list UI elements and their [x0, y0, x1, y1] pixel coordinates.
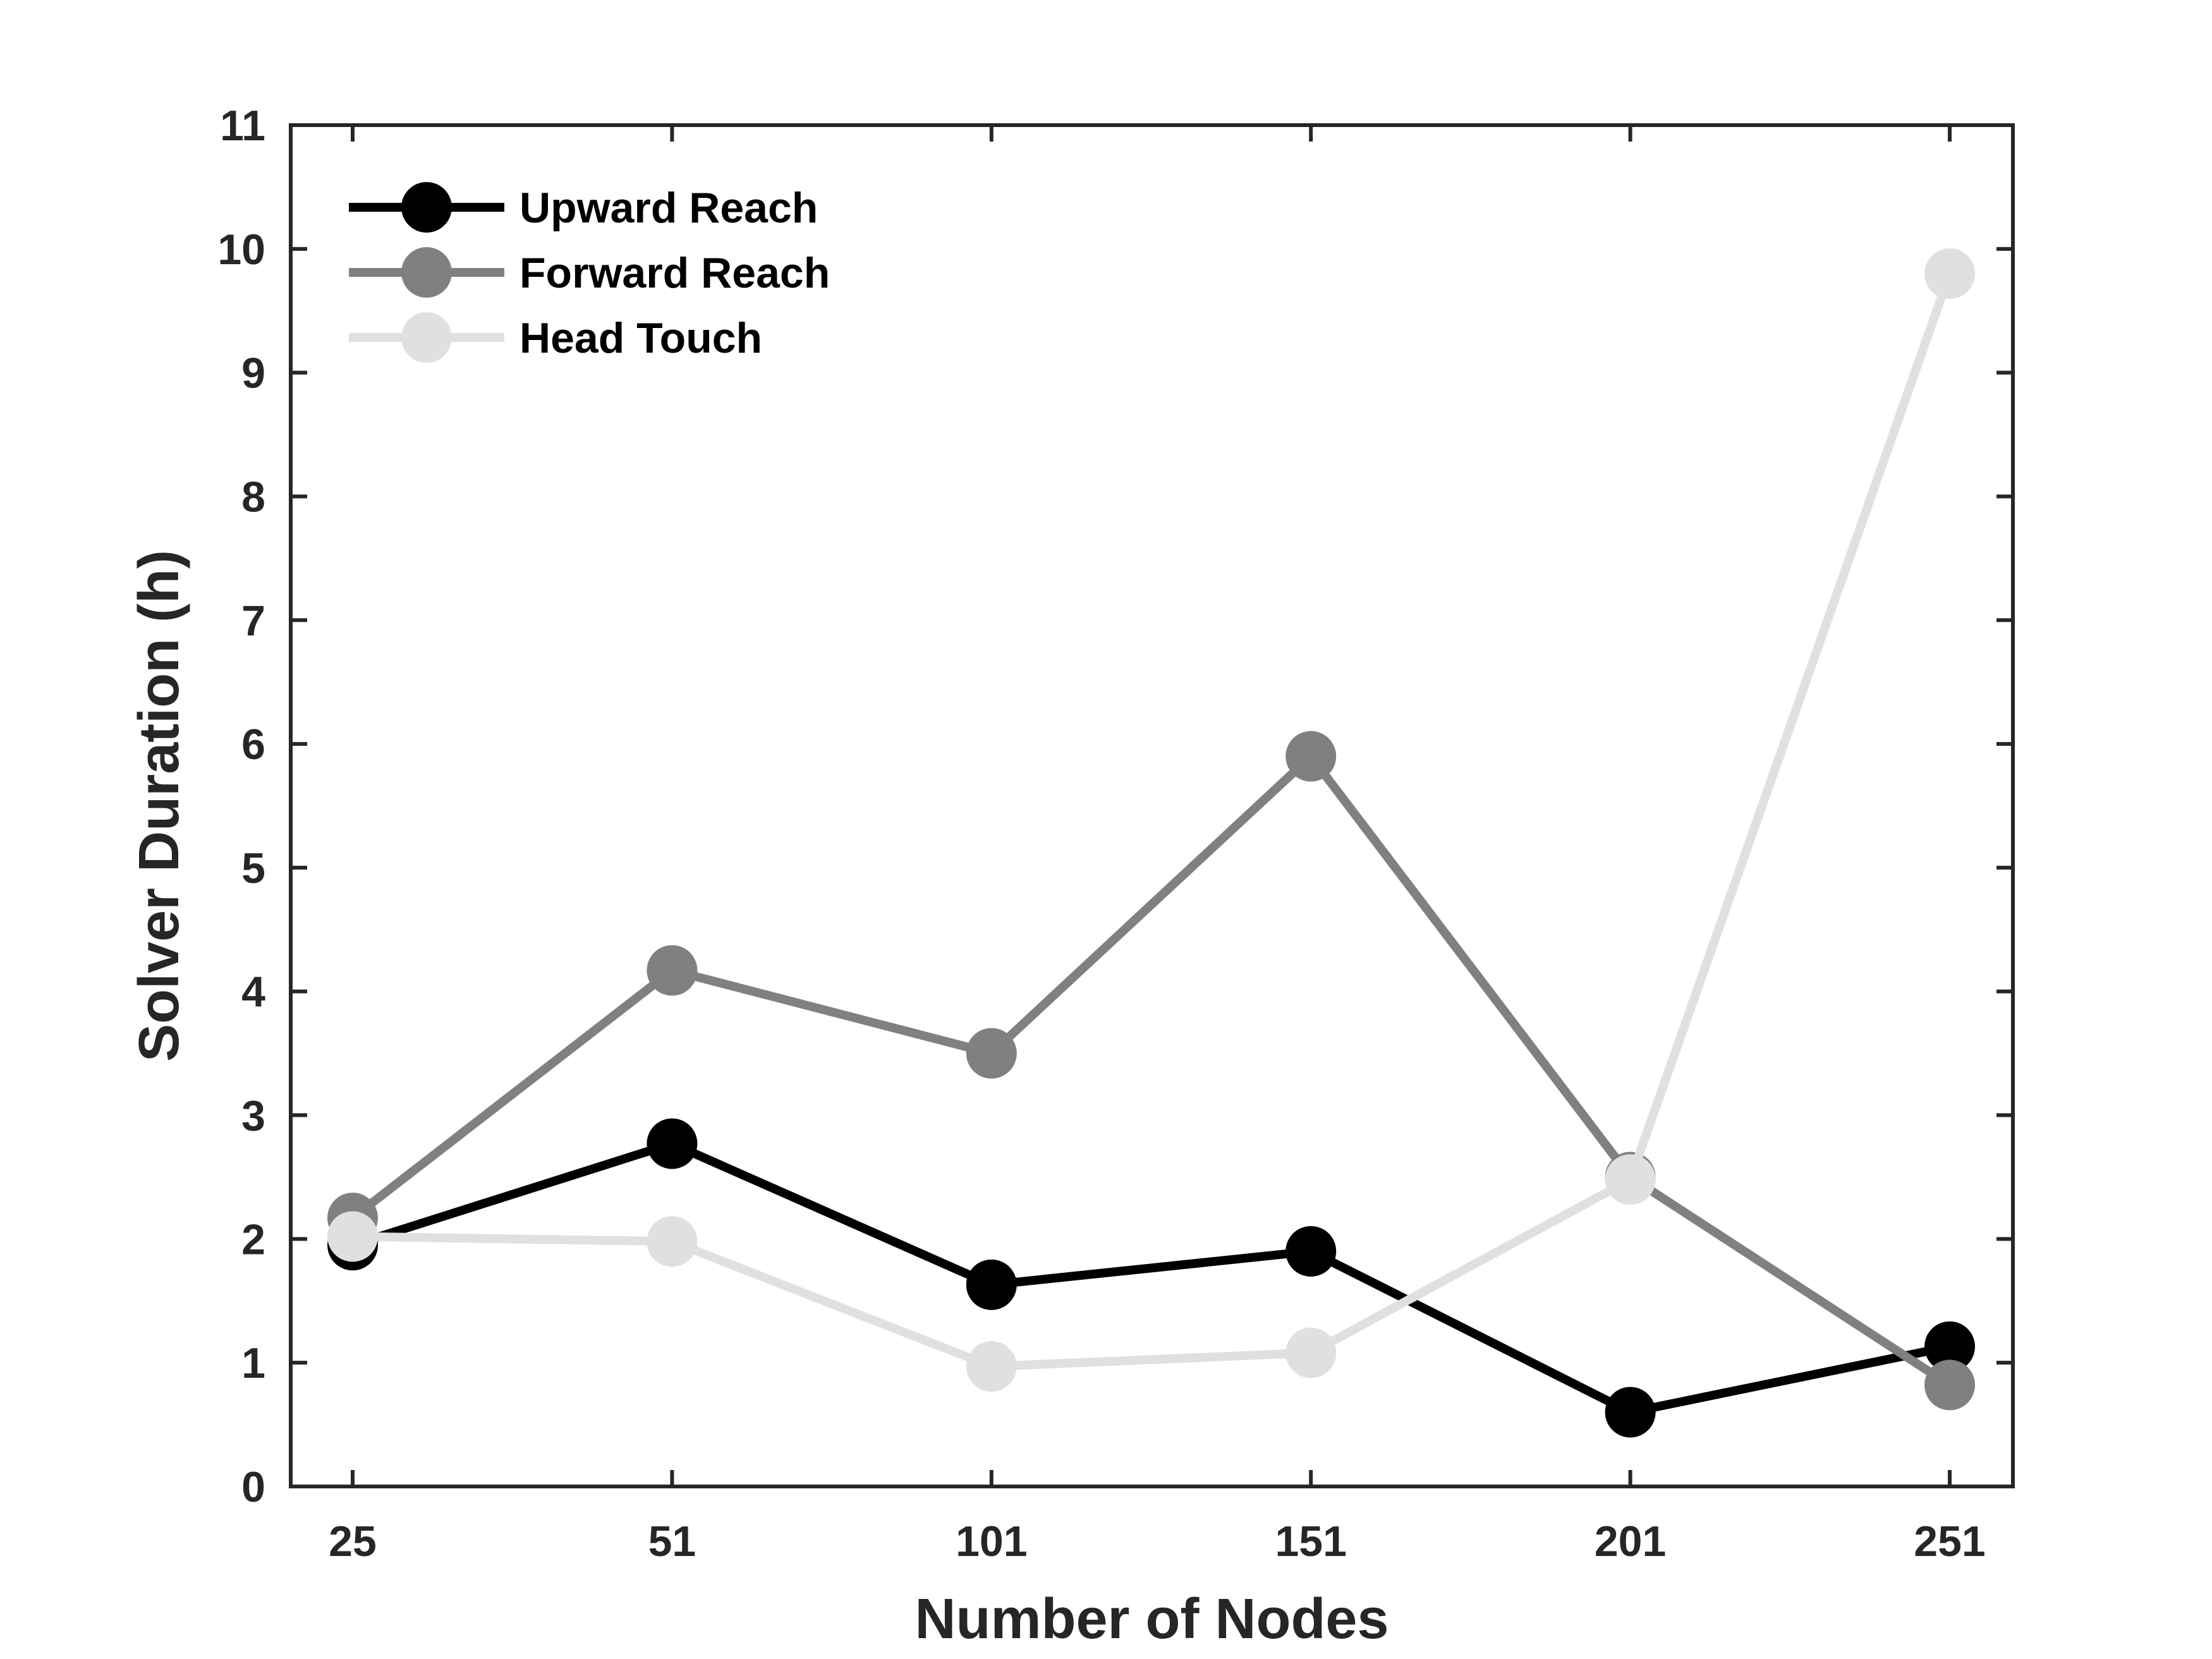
data-point	[1924, 1321, 1975, 1372]
data-point	[1285, 1225, 1337, 1277]
y-tick-label: 3	[241, 1092, 265, 1140]
legend-label: Upward Reach	[520, 184, 818, 232]
data-point	[327, 1211, 378, 1262]
data-point	[1605, 1387, 1656, 1438]
series-line	[351, 1139, 1951, 1417]
legend-label: Forward Reach	[520, 249, 830, 297]
x-tick-label: 51	[648, 1517, 696, 1565]
y-tick-label: 6	[241, 720, 265, 769]
x-axis-title: Number of Nodes	[915, 1588, 1389, 1651]
legend-marker	[401, 247, 452, 298]
axes-box	[289, 123, 2015, 1488]
legend-item: Head Touch	[349, 312, 762, 363]
data-point	[1285, 731, 1337, 782]
legend-item: Upward Reach	[349, 182, 818, 233]
y-axis-title: Solver Duration (h)	[128, 550, 191, 1062]
y-tick-label: 11	[220, 102, 265, 150]
data-point	[966, 1341, 1017, 1392]
y-tick-label: 8	[241, 473, 265, 521]
data-point	[647, 1118, 698, 1169]
data-point	[1605, 1154, 1656, 1205]
data-point	[647, 945, 698, 996]
x-axis-ticks: 25 51 101 151 201 251	[329, 125, 1986, 1565]
series-upward-reach	[327, 1118, 1975, 1438]
y-tick-label: 5	[241, 844, 265, 892]
legend-item: Forward Reach	[349, 247, 830, 298]
series-forward-reach	[327, 731, 1975, 1411]
series-line	[349, 751, 1952, 1389]
x-tick-label: 201	[1595, 1517, 1666, 1565]
data-point	[966, 1259, 1017, 1310]
series-line	[352, 272, 1954, 1371]
y-tick-label: 1	[241, 1339, 265, 1387]
series-group	[327, 248, 1975, 1438]
x-tick-label: 25	[329, 1517, 377, 1565]
series-head-touch	[327, 248, 1975, 1392]
x-tick-label: 151	[1275, 1517, 1346, 1565]
plot-area	[289, 123, 2015, 1488]
y-tick-label: 9	[241, 349, 265, 398]
legend-marker	[401, 182, 452, 233]
legend: Upward Reach Forward Reach Head Touch	[349, 182, 830, 363]
data-point	[1924, 1359, 1975, 1411]
y-tick-label: 4	[241, 968, 265, 1016]
legend-label: Head Touch	[520, 314, 762, 362]
x-tick-label: 251	[1914, 1517, 1985, 1565]
y-tick-label: 10	[217, 226, 265, 274]
legend-marker	[401, 312, 452, 363]
x-tick-label: 101	[956, 1517, 1027, 1565]
data-point	[1924, 248, 1975, 299]
data-point	[966, 1028, 1017, 1079]
data-point	[647, 1216, 698, 1267]
y-tick-label: 0	[241, 1463, 265, 1511]
y-axis-ticks: 0 1 2 3 4 5 6 7 8 9 10 11	[217, 102, 2013, 1511]
data-point	[1285, 1327, 1337, 1378]
y-tick-label: 2	[241, 1215, 265, 1263]
y-tick-label: 7	[241, 597, 265, 645]
